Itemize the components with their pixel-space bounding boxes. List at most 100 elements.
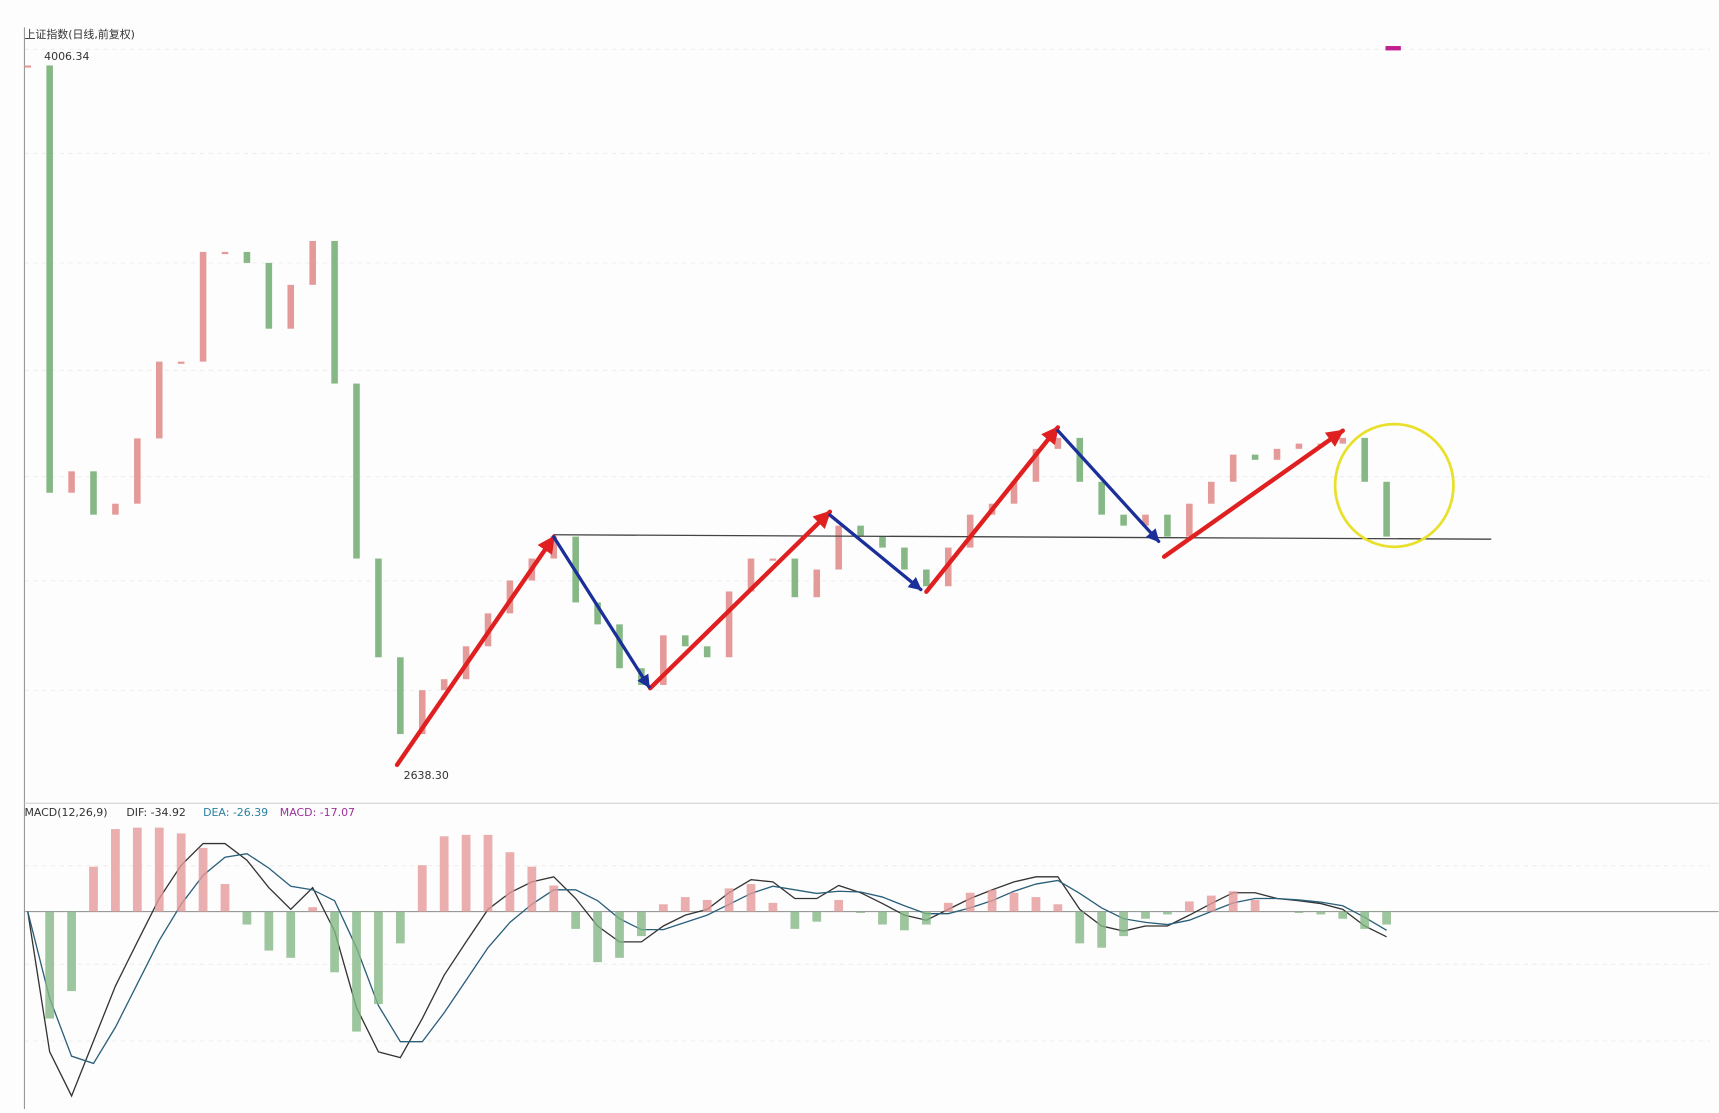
candle bbox=[440, 679, 448, 691]
candle bbox=[1339, 437, 1347, 444]
macd-bar bbox=[746, 884, 756, 912]
macd-bar bbox=[374, 911, 383, 1005]
macd-bar bbox=[637, 911, 646, 937]
macd-bar bbox=[154, 827, 164, 912]
macd-bar bbox=[1163, 911, 1172, 915]
chart-title: 上证指数(日线,前复权) bbox=[24, 27, 134, 41]
macd-bar bbox=[461, 834, 471, 912]
macd-bar bbox=[856, 911, 865, 913]
candle bbox=[177, 361, 185, 364]
candle bbox=[134, 438, 141, 504]
macd-bar bbox=[680, 897, 690, 912]
macd-bar bbox=[111, 829, 120, 912]
macd-bar bbox=[724, 888, 734, 912]
candle bbox=[1164, 514, 1171, 537]
macd-bar bbox=[286, 911, 296, 958]
candle bbox=[1010, 481, 1018, 504]
macd-bar bbox=[987, 889, 997, 912]
grid bbox=[24, 48, 1710, 1042]
macd-bar bbox=[1009, 892, 1019, 912]
annotations bbox=[394, 46, 1492, 768]
candle bbox=[1383, 481, 1390, 537]
candle bbox=[835, 525, 842, 570]
macd-bar bbox=[1075, 911, 1085, 944]
dea-label: DEA: -26.39 bbox=[203, 806, 268, 819]
candle bbox=[725, 591, 733, 658]
macd-bar bbox=[702, 899, 712, 912]
macd-bar bbox=[395, 911, 405, 944]
candle bbox=[1186, 503, 1193, 537]
macd-bar bbox=[1250, 899, 1260, 912]
candle bbox=[1251, 454, 1259, 460]
macd-bar bbox=[658, 904, 668, 912]
candle bbox=[397, 657, 404, 735]
macd-bar bbox=[1184, 901, 1194, 912]
macd-bar bbox=[1316, 911, 1326, 915]
candle bbox=[243, 251, 251, 263]
candle bbox=[901, 547, 908, 570]
macd-bar bbox=[1360, 911, 1370, 929]
candle bbox=[68, 471, 75, 493]
candle bbox=[1361, 437, 1368, 482]
macd-bar bbox=[571, 911, 581, 929]
candle bbox=[265, 262, 273, 329]
macd-bar bbox=[220, 884, 230, 912]
macd-bar bbox=[1141, 911, 1150, 919]
max-label: 4006.34 bbox=[44, 50, 89, 63]
macd-bar bbox=[89, 866, 98, 912]
macd-bar bbox=[45, 911, 55, 1019]
macd-line bbox=[27, 852, 1387, 1065]
macd-line bbox=[27, 842, 1387, 1098]
candle bbox=[24, 65, 32, 68]
candle bbox=[791, 558, 799, 598]
macd-bar bbox=[943, 902, 953, 912]
macd-title: MACD(12,26,9) bbox=[24, 806, 107, 819]
candle bbox=[1120, 514, 1127, 526]
macd-bar bbox=[768, 902, 778, 912]
candle bbox=[594, 602, 601, 625]
macd-bar bbox=[1382, 911, 1391, 925]
macd-bar bbox=[834, 899, 844, 912]
candle bbox=[221, 251, 229, 255]
candle bbox=[1054, 437, 1062, 449]
candle bbox=[681, 635, 689, 647]
candle bbox=[1207, 481, 1215, 504]
candle bbox=[1273, 448, 1281, 460]
macd-bar bbox=[439, 836, 449, 912]
candle bbox=[309, 240, 316, 285]
macd-bar bbox=[1294, 911, 1304, 913]
candle bbox=[1295, 443, 1303, 449]
candle bbox=[857, 525, 864, 537]
macd-bar bbox=[1338, 911, 1348, 919]
macd-bar bbox=[67, 911, 76, 992]
macd-bar bbox=[330, 911, 339, 973]
candle bbox=[418, 690, 426, 735]
macd-bar bbox=[505, 852, 515, 912]
macd-bar bbox=[483, 834, 493, 912]
candle bbox=[879, 536, 886, 548]
candle bbox=[353, 383, 360, 559]
macd-bar bbox=[242, 911, 252, 925]
macd-bar bbox=[176, 833, 186, 912]
candle bbox=[616, 624, 623, 669]
candle bbox=[331, 240, 338, 384]
macd-label: MACD: -17.07 bbox=[280, 806, 355, 819]
macd-bar bbox=[921, 911, 931, 925]
macd-bar bbox=[549, 885, 559, 912]
macd-bar bbox=[198, 847, 208, 912]
candle bbox=[287, 284, 295, 329]
candle bbox=[1229, 454, 1237, 482]
candle bbox=[1142, 514, 1149, 526]
candle bbox=[769, 558, 777, 561]
macd-bar bbox=[1228, 891, 1238, 912]
candle bbox=[660, 635, 667, 685]
macd-bar bbox=[615, 911, 624, 958]
macd-bar bbox=[417, 865, 427, 912]
macd-bar bbox=[132, 827, 142, 912]
macd-bar bbox=[812, 911, 822, 922]
candle bbox=[112, 503, 119, 515]
candle bbox=[747, 558, 755, 592]
candle bbox=[90, 471, 97, 515]
min-label: 2638.30 bbox=[404, 769, 449, 782]
